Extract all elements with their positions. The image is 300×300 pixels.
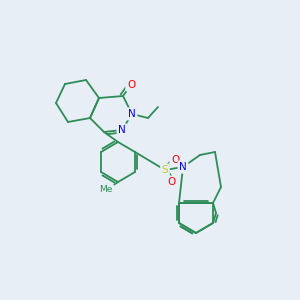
Text: N: N [128,109,136,119]
Text: S: S [162,165,168,175]
Text: O: O [127,80,135,90]
Text: O: O [171,155,179,165]
Text: N: N [179,162,187,172]
Text: O: O [168,177,176,187]
Text: Me: Me [99,185,113,194]
Text: N: N [118,125,126,135]
